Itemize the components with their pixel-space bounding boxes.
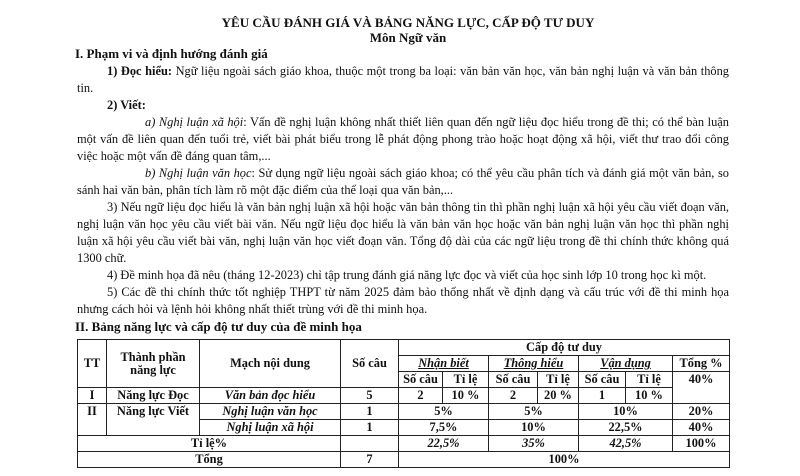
header-component: Thành phần năng lực bbox=[106, 339, 200, 388]
cell: 2 bbox=[398, 387, 443, 404]
para-a-lead: a) Nghị luận xã hội bbox=[145, 115, 244, 129]
cell bbox=[340, 435, 399, 452]
header-th: Thông hiểu bbox=[503, 356, 564, 370]
cell: 100% bbox=[671, 435, 731, 452]
header-total: Tổng % bbox=[671, 355, 731, 372]
para-1: 1) Đọc hiểu: Ngữ liệu ngoài sách giáo kh… bbox=[77, 63, 729, 97]
cell: Văn bản đọc hiểu bbox=[199, 387, 341, 404]
cell: I bbox=[77, 387, 107, 404]
cell: 5% bbox=[488, 403, 579, 420]
header-count: Số câu bbox=[340, 339, 399, 388]
document: YÊU CẦU ĐÁNH GIÁ VÀ BẢNG NĂNG LỰC, CẤP Đ… bbox=[75, 0, 731, 476]
cell: 10% bbox=[488, 419, 579, 436]
para-1-lead: 1) Đọc hiểu: bbox=[107, 64, 172, 78]
cell: 7,5% bbox=[398, 419, 489, 436]
header-level: Cấp độ tư duy bbox=[397, 339, 731, 356]
cell: 10% bbox=[578, 403, 673, 420]
cell: Nghị luận xã hội bbox=[199, 419, 341, 436]
cell: 20 % bbox=[537, 387, 579, 404]
cell: 7 bbox=[340, 451, 399, 468]
cell: Năng lực Viết bbox=[106, 403, 200, 436]
cell: 2 bbox=[488, 387, 538, 404]
table-row-ratio: Tỉ lệ% 22,5% 35% 42,5% 100% bbox=[77, 435, 731, 452]
para-b: b) Nghị luận văn học: Sử dụng ngữ liệu n… bbox=[77, 165, 729, 199]
cell: Tổng bbox=[77, 451, 341, 468]
para-5: 5) Các đề thi chính thức tốt nghiệp THPT… bbox=[77, 285, 729, 316]
cell: 22,5% bbox=[398, 435, 489, 452]
section-1-heading: I. Phạm vi và định hướng đánh giá bbox=[75, 46, 268, 61]
doc-subtitle: Môn Ngữ văn bbox=[369, 30, 447, 45]
cell: Năng lực Đọc bbox=[106, 387, 200, 404]
doc-title: YÊU CẦU ĐÁNH GIÁ VÀ BẢNG NĂNG LỰC, CẤP Đ… bbox=[221, 15, 595, 30]
cell: 10 % bbox=[625, 387, 673, 404]
para-2: 2) Viết: bbox=[77, 97, 729, 114]
header-socau: Số câu bbox=[398, 371, 443, 388]
para-b-text: : Sử dụng ngữ liệu ngoài sách giáo khoa;… bbox=[77, 166, 729, 197]
para-b-lead: b) Nghị luận văn học bbox=[145, 166, 252, 180]
cell: 20% bbox=[671, 403, 731, 420]
header-vd: Vận dụng bbox=[600, 356, 651, 370]
header-tt: TT bbox=[77, 339, 107, 388]
cell: 100% bbox=[397, 451, 731, 468]
para-a: a) Nghị luận xã hội: Vấn đề nghị luận kh… bbox=[77, 114, 729, 165]
cell: Tỉ lệ% bbox=[77, 435, 341, 452]
cell: 22,5% bbox=[578, 419, 673, 436]
cell: 1 bbox=[340, 403, 399, 420]
header-nb: Nhận biết bbox=[418, 356, 469, 370]
header-tile: Tỉ lệ bbox=[442, 371, 489, 388]
header-tile: Tỉ lệ bbox=[625, 371, 673, 388]
header-socau: Số câu bbox=[578, 371, 626, 388]
cell: 1 bbox=[578, 387, 626, 404]
table-row: II Năng lực Viết Nghị luận văn học 1 5% … bbox=[77, 403, 731, 436]
cell: 42,5% bbox=[578, 435, 673, 452]
competency-table: TT Thành phần năng lực Mạch nội dung Số … bbox=[77, 339, 731, 468]
cell: II bbox=[77, 403, 107, 436]
para-2-lead: 2) Viết: bbox=[107, 98, 146, 112]
table-row: I Năng lực Đọc Văn bản đọc hiểu 5 2 10 %… bbox=[77, 387, 730, 404]
cell: Nghị luận văn học bbox=[199, 403, 341, 420]
section-2-heading: II. Bảng năng lực và cấp độ tư duy của đ… bbox=[75, 319, 362, 334]
para-4: 4) Đề minh họa đã nêu (tháng 12-2023) ch… bbox=[107, 268, 707, 282]
para-3: 3) Nếu ngữ liệu đọc hiểu là văn bản nghị… bbox=[77, 200, 729, 265]
header-content: Mạch nội dung bbox=[199, 339, 341, 388]
cell: 1 bbox=[340, 419, 399, 436]
para-1-text: Ngữ liệu ngoài sách giáo khoa, thuộc một… bbox=[77, 64, 730, 95]
cell: 10 % bbox=[442, 387, 489, 404]
cell: 5% bbox=[398, 403, 489, 420]
table-row-sum: Tổng 7 100% bbox=[77, 451, 731, 468]
header-socau: Số câu bbox=[488, 371, 538, 388]
cell: 35% bbox=[488, 435, 579, 452]
para-a-text: : Vấn đề nghị luận không nhất thiết liên… bbox=[77, 115, 729, 163]
row-1-total: 40% bbox=[671, 371, 731, 404]
cell: 5 bbox=[340, 387, 399, 404]
cell: 40% bbox=[671, 419, 731, 436]
header-tile: Tỉ lệ bbox=[537, 371, 579, 388]
